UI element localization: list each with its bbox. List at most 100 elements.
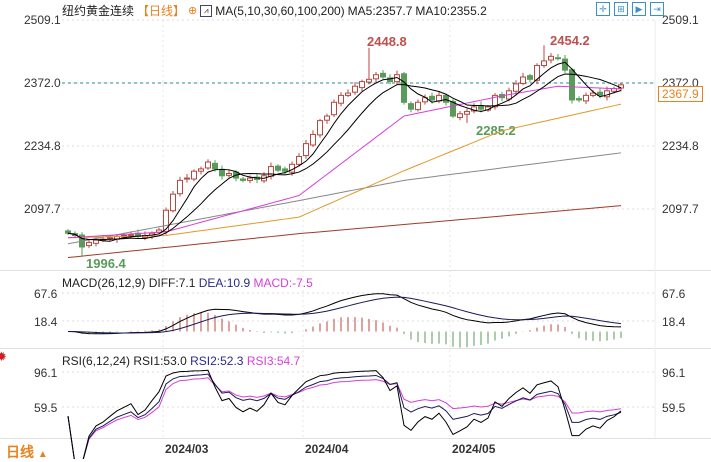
macd-tick: 18.4 [662, 315, 686, 329]
high-annotation: 2448.8 [367, 34, 407, 49]
ma100-line [67, 152, 622, 245]
period-switch[interactable]: 日线 ▲ [6, 442, 48, 462]
ma30-line [67, 85, 622, 239]
candle-up [296, 155, 302, 165]
rsi2-value: RSI2:52.3 [190, 354, 244, 368]
candle-up [415, 101, 421, 111]
add-icon[interactable]: ⊕ [188, 5, 198, 17]
candle-up [205, 161, 211, 169]
candle-down [380, 72, 386, 78]
candle-up [317, 120, 323, 136]
x-tick-label: 2024/05 [452, 442, 496, 456]
ma200-line [67, 205, 622, 259]
instrument-title: 纽约黄金连续 [62, 4, 135, 18]
candle-up [331, 101, 337, 116]
candle-up [163, 209, 169, 232]
diff-line [67, 293, 622, 335]
candle-up [310, 133, 316, 146]
candle-up [457, 113, 463, 118]
rsi2-line [67, 373, 622, 459]
candle-up [352, 85, 358, 93]
price-tick-left: 2097.7 [24, 202, 61, 216]
rsi-params[interactable]: RSI(6,12,24) [62, 354, 131, 368]
exit-icon[interactable]: ⇥ [650, 2, 664, 16]
rsi-tick: 96.1 [34, 366, 58, 380]
candle-up [345, 92, 351, 96]
candle-up [373, 74, 379, 80]
ma5-line [67, 61, 622, 242]
macd-tick: 18.4 [34, 315, 58, 329]
candle-up [303, 143, 309, 157]
candle-down [219, 168, 225, 177]
candle-up [170, 193, 176, 212]
candle-down [240, 178, 246, 181]
price-tick-left: 2372.0 [24, 76, 61, 90]
candle-up [541, 60, 547, 67]
candle-down [576, 98, 582, 101]
low-annotation: 2285.2 [476, 123, 516, 138]
candle-down [401, 73, 407, 103]
candle-up [583, 94, 589, 102]
candle-down [408, 103, 414, 110]
macd-tick: 67.6 [34, 287, 58, 301]
candle-up [177, 179, 183, 195]
price-tick-right: 2097.7 [662, 202, 699, 216]
macd-params[interactable]: MACD(26,12,9) [62, 276, 146, 290]
play-icon[interactable]: ▶ [632, 2, 646, 16]
candle-up [464, 110, 470, 115]
candle-up [247, 177, 253, 181]
triangle-up-icon: ▲ [37, 449, 48, 460]
alert-icon[interactable]: ✹ [0, 349, 7, 364]
candle-up [128, 234, 134, 237]
ma10-line [67, 73, 622, 241]
rsi1-line [67, 369, 622, 459]
period-label[interactable]: 【日线】 [137, 4, 186, 18]
dea-value: DEA:10.9 [198, 276, 251, 290]
ma-indicator-icon[interactable]: ⩘ [200, 4, 213, 17]
candle-down [275, 165, 281, 171]
rsi3-value: RSI3:54.7 [246, 354, 301, 368]
candle-up [268, 166, 274, 177]
candle-up [534, 65, 540, 81]
macd-tick: 67.6 [662, 287, 686, 301]
candle-up [513, 83, 519, 92]
candle-up [338, 94, 344, 104]
ma60-line [67, 103, 622, 239]
period-text: 日线 [6, 444, 34, 460]
candle-down [450, 100, 456, 117]
candle-down [212, 162, 218, 170]
chart-toolbar: ✛ ⊞ ▶ ⇥ [596, 2, 664, 16]
rsi3-line [67, 377, 622, 459]
candle-up [366, 78, 372, 83]
price-tick-right: 2234.8 [662, 139, 699, 153]
candle-down [65, 230, 71, 234]
candle-down [555, 57, 561, 60]
ma-params[interactable]: MA(5,10,30,60,100,200) [215, 3, 345, 18]
candle-down [429, 95, 435, 101]
macd-value: MACD:-7.5 [253, 276, 313, 290]
candle-up [93, 239, 99, 244]
zoom-in-icon[interactable]: ⊞ [614, 2, 628, 16]
diff-value: DIFF:7.1 [148, 276, 196, 290]
candle-down [527, 75, 533, 80]
x-tick-label: 2024/04 [305, 442, 349, 456]
candle-up [184, 177, 190, 180]
candle-up [198, 168, 204, 172]
candle-up [590, 92, 596, 96]
candle-down [443, 94, 449, 103]
ma10-value: MA10:2355.2 [415, 3, 487, 18]
candle-up [324, 115, 330, 121]
candle-up [520, 76, 526, 84]
high-annotation: 2454.2 [550, 33, 590, 48]
candle-down [387, 77, 393, 83]
candle-up [492, 94, 498, 108]
candle-down [282, 168, 288, 172]
rsi-tick: 96.1 [662, 366, 686, 380]
candle-down [597, 91, 603, 96]
rsi1-value: RSI1:53.0 [133, 354, 187, 368]
crosshair-icon[interactable]: ✛ [596, 2, 610, 16]
last-price-label: 2367.9 [658, 86, 703, 102]
rsi-tick: 59.5 [34, 401, 58, 415]
price-tick-left: 2234.8 [24, 139, 61, 153]
